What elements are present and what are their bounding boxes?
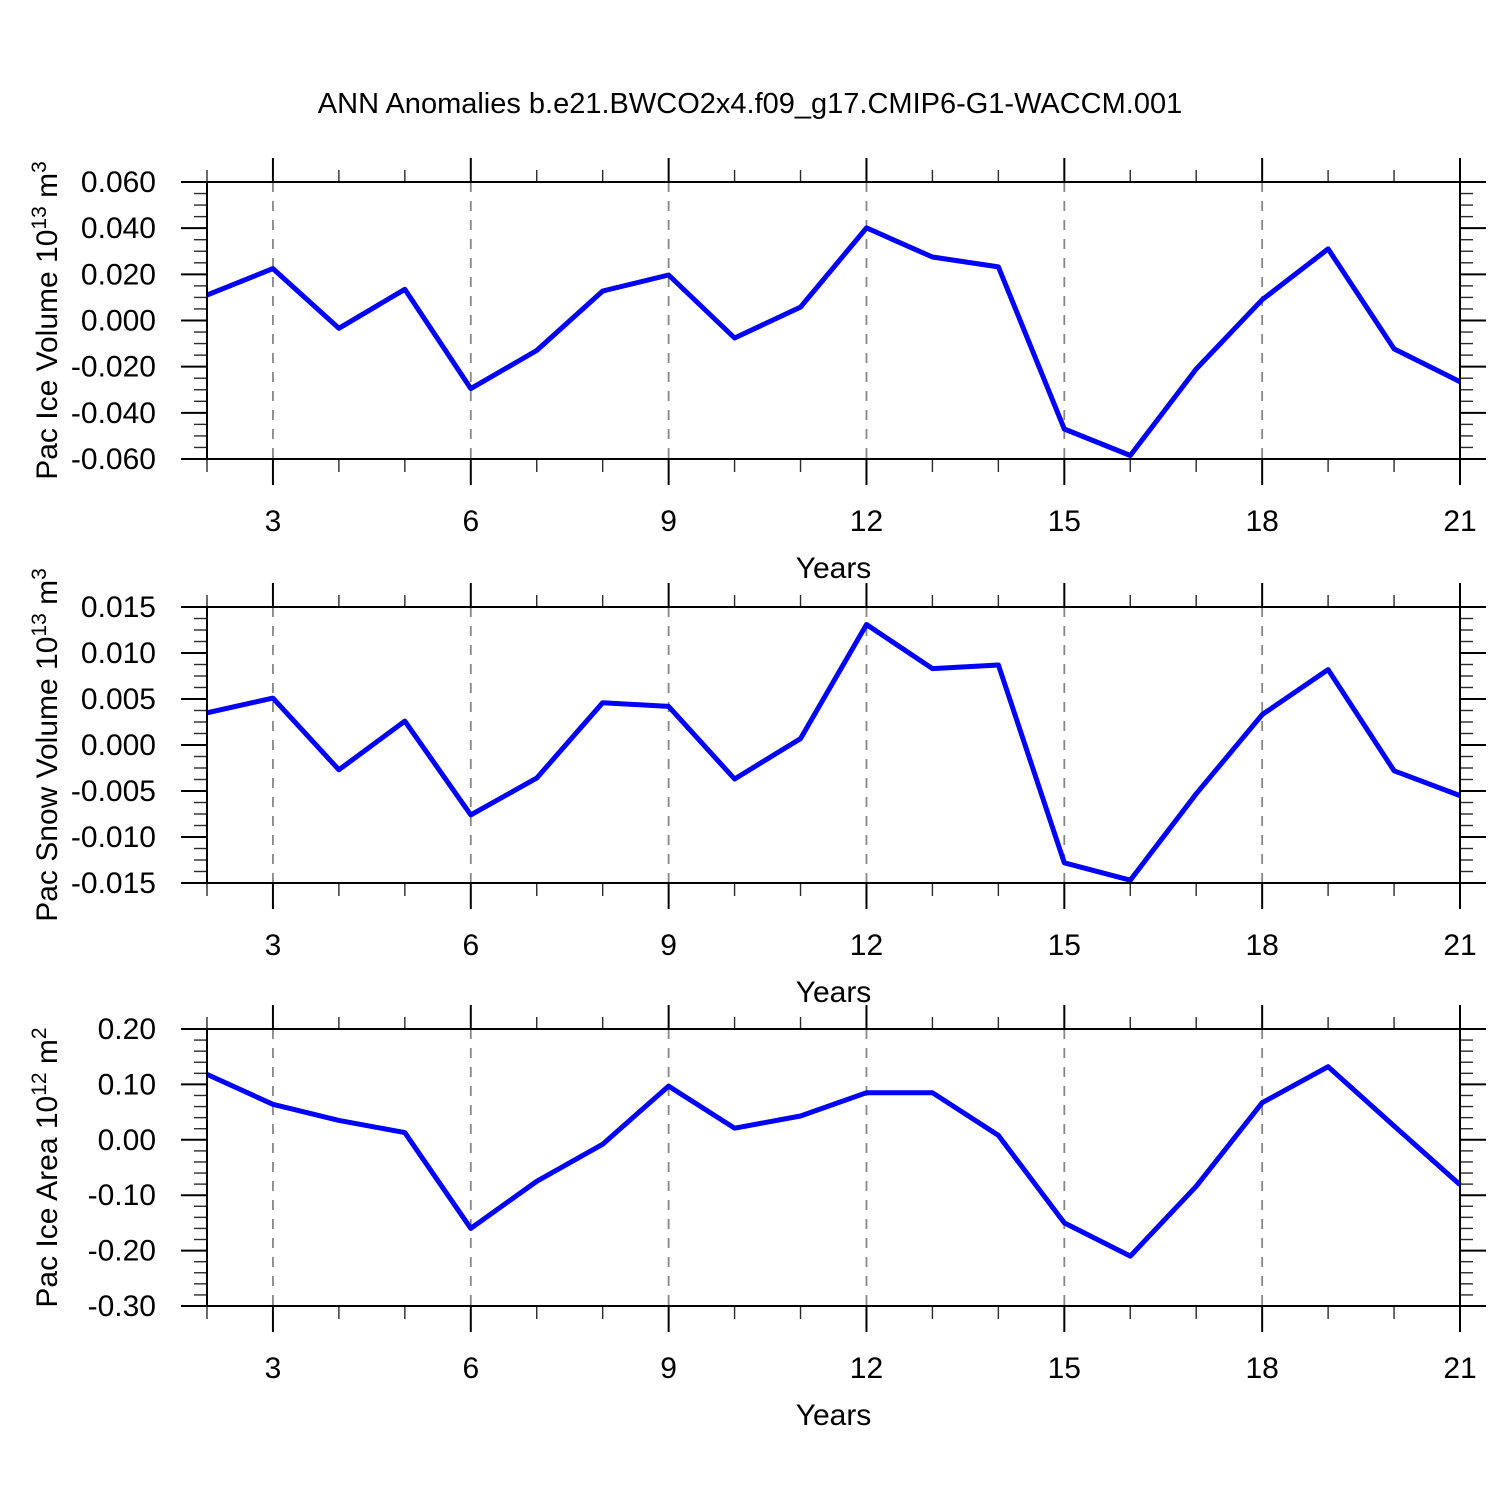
x-tick-label: 15 (1048, 1352, 1081, 1385)
x-tick-label: 18 (1245, 929, 1278, 962)
x-tick-label: 6 (462, 1352, 479, 1385)
y-tick-label: 0.060 (81, 166, 156, 199)
y-tick-label: -0.30 (88, 1290, 156, 1323)
y-axis-title: Pac Snow Volume 1013 m3 (28, 568, 64, 922)
x-tick-label: 9 (660, 1352, 677, 1385)
x-tick-label: 3 (265, 929, 282, 962)
y-tick-label: 0.040 (81, 212, 156, 245)
y-axis-title: Pac Ice Volume 1013 m3 (28, 161, 64, 480)
y-axis-title: Pac Ice Area 1012 m2 (28, 1027, 64, 1307)
y-tick-label: 0.005 (81, 683, 156, 716)
data-line-top (206, 225, 1462, 458)
data-line-middle (206, 622, 1461, 883)
y-tick-label: 0.000 (81, 305, 156, 338)
panel-3: 3 6 9 12 15 18 21 Years 0.20 0.10 0.00 -0.10 -0.20 -0… (28, 1005, 1486, 1432)
x-tick-label: 21 (1443, 929, 1476, 962)
y-tick-label: 0.00 (98, 1124, 156, 1157)
x-tick-label: 6 (462, 505, 479, 538)
x-tick-label: 12 (850, 505, 883, 538)
x-tick-label: 12 (850, 929, 883, 962)
x-tick-label: 21 (1443, 1352, 1476, 1385)
x-axis-title: Years (796, 976, 872, 1009)
y-tick-label: 0.010 (81, 637, 156, 670)
y-tick-label: -0.040 (71, 397, 156, 430)
x-tick-label: 9 (660, 929, 677, 962)
x-tick-label: 18 (1245, 505, 1278, 538)
x-tick-label: 3 (265, 1352, 282, 1385)
panel-2: 3 6 9 12 15 18 21 Years 0.015 0.010 0.005 0.000 -0.0… (28, 568, 1486, 1009)
y-tick-label: -0.10 (88, 1179, 156, 1212)
data-line-bottom (205, 1064, 1462, 1259)
y-tick-label: -0.010 (71, 821, 156, 854)
y-tick-label: 0.020 (81, 258, 156, 291)
y-tick-label: 0.20 (98, 1013, 156, 1046)
x-tick-label: 18 (1245, 1352, 1278, 1385)
y-tick-label: 0.000 (81, 729, 156, 762)
y-tick-label: -0.20 (88, 1235, 156, 1268)
panel-1: 3 6 9 12 15 18 21 Years 0.060 0.040 0.020 0.000 -0.0… (28, 158, 1486, 585)
y-tick-label: -0.005 (71, 775, 156, 808)
plot-frame (206, 606, 1461, 884)
x-tick-label: 21 (1443, 505, 1476, 538)
panels-group: 3 6 9 12 15 18 21 Years 0.060 0.040 0.020 0.000 -0.0… (28, 158, 1486, 1432)
x-tick-label: 15 (1048, 929, 1081, 962)
chart-title: ANN Anomalies b.e21.BWCO2x4.f09_g17.CMIP… (318, 88, 1182, 120)
x-tick-label: 15 (1048, 505, 1081, 538)
y-tick-label: 0.10 (98, 1068, 156, 1101)
y-tick-label: 0.015 (81, 591, 156, 624)
plot-frame (206, 1028, 1461, 1307)
x-tick-label: 6 (462, 929, 479, 962)
x-tick-label: 9 (660, 505, 677, 538)
x-axis-title: Years (796, 552, 872, 585)
y-tick-label: -0.020 (71, 351, 156, 384)
x-tick-label: 12 (850, 1352, 883, 1385)
x-tick-label: 3 (265, 505, 282, 538)
y-tick-label: -0.060 (71, 443, 156, 476)
y-tick-label: -0.015 (71, 867, 156, 900)
x-axis-title: Years (796, 1399, 872, 1432)
plot-frame (206, 181, 1461, 460)
